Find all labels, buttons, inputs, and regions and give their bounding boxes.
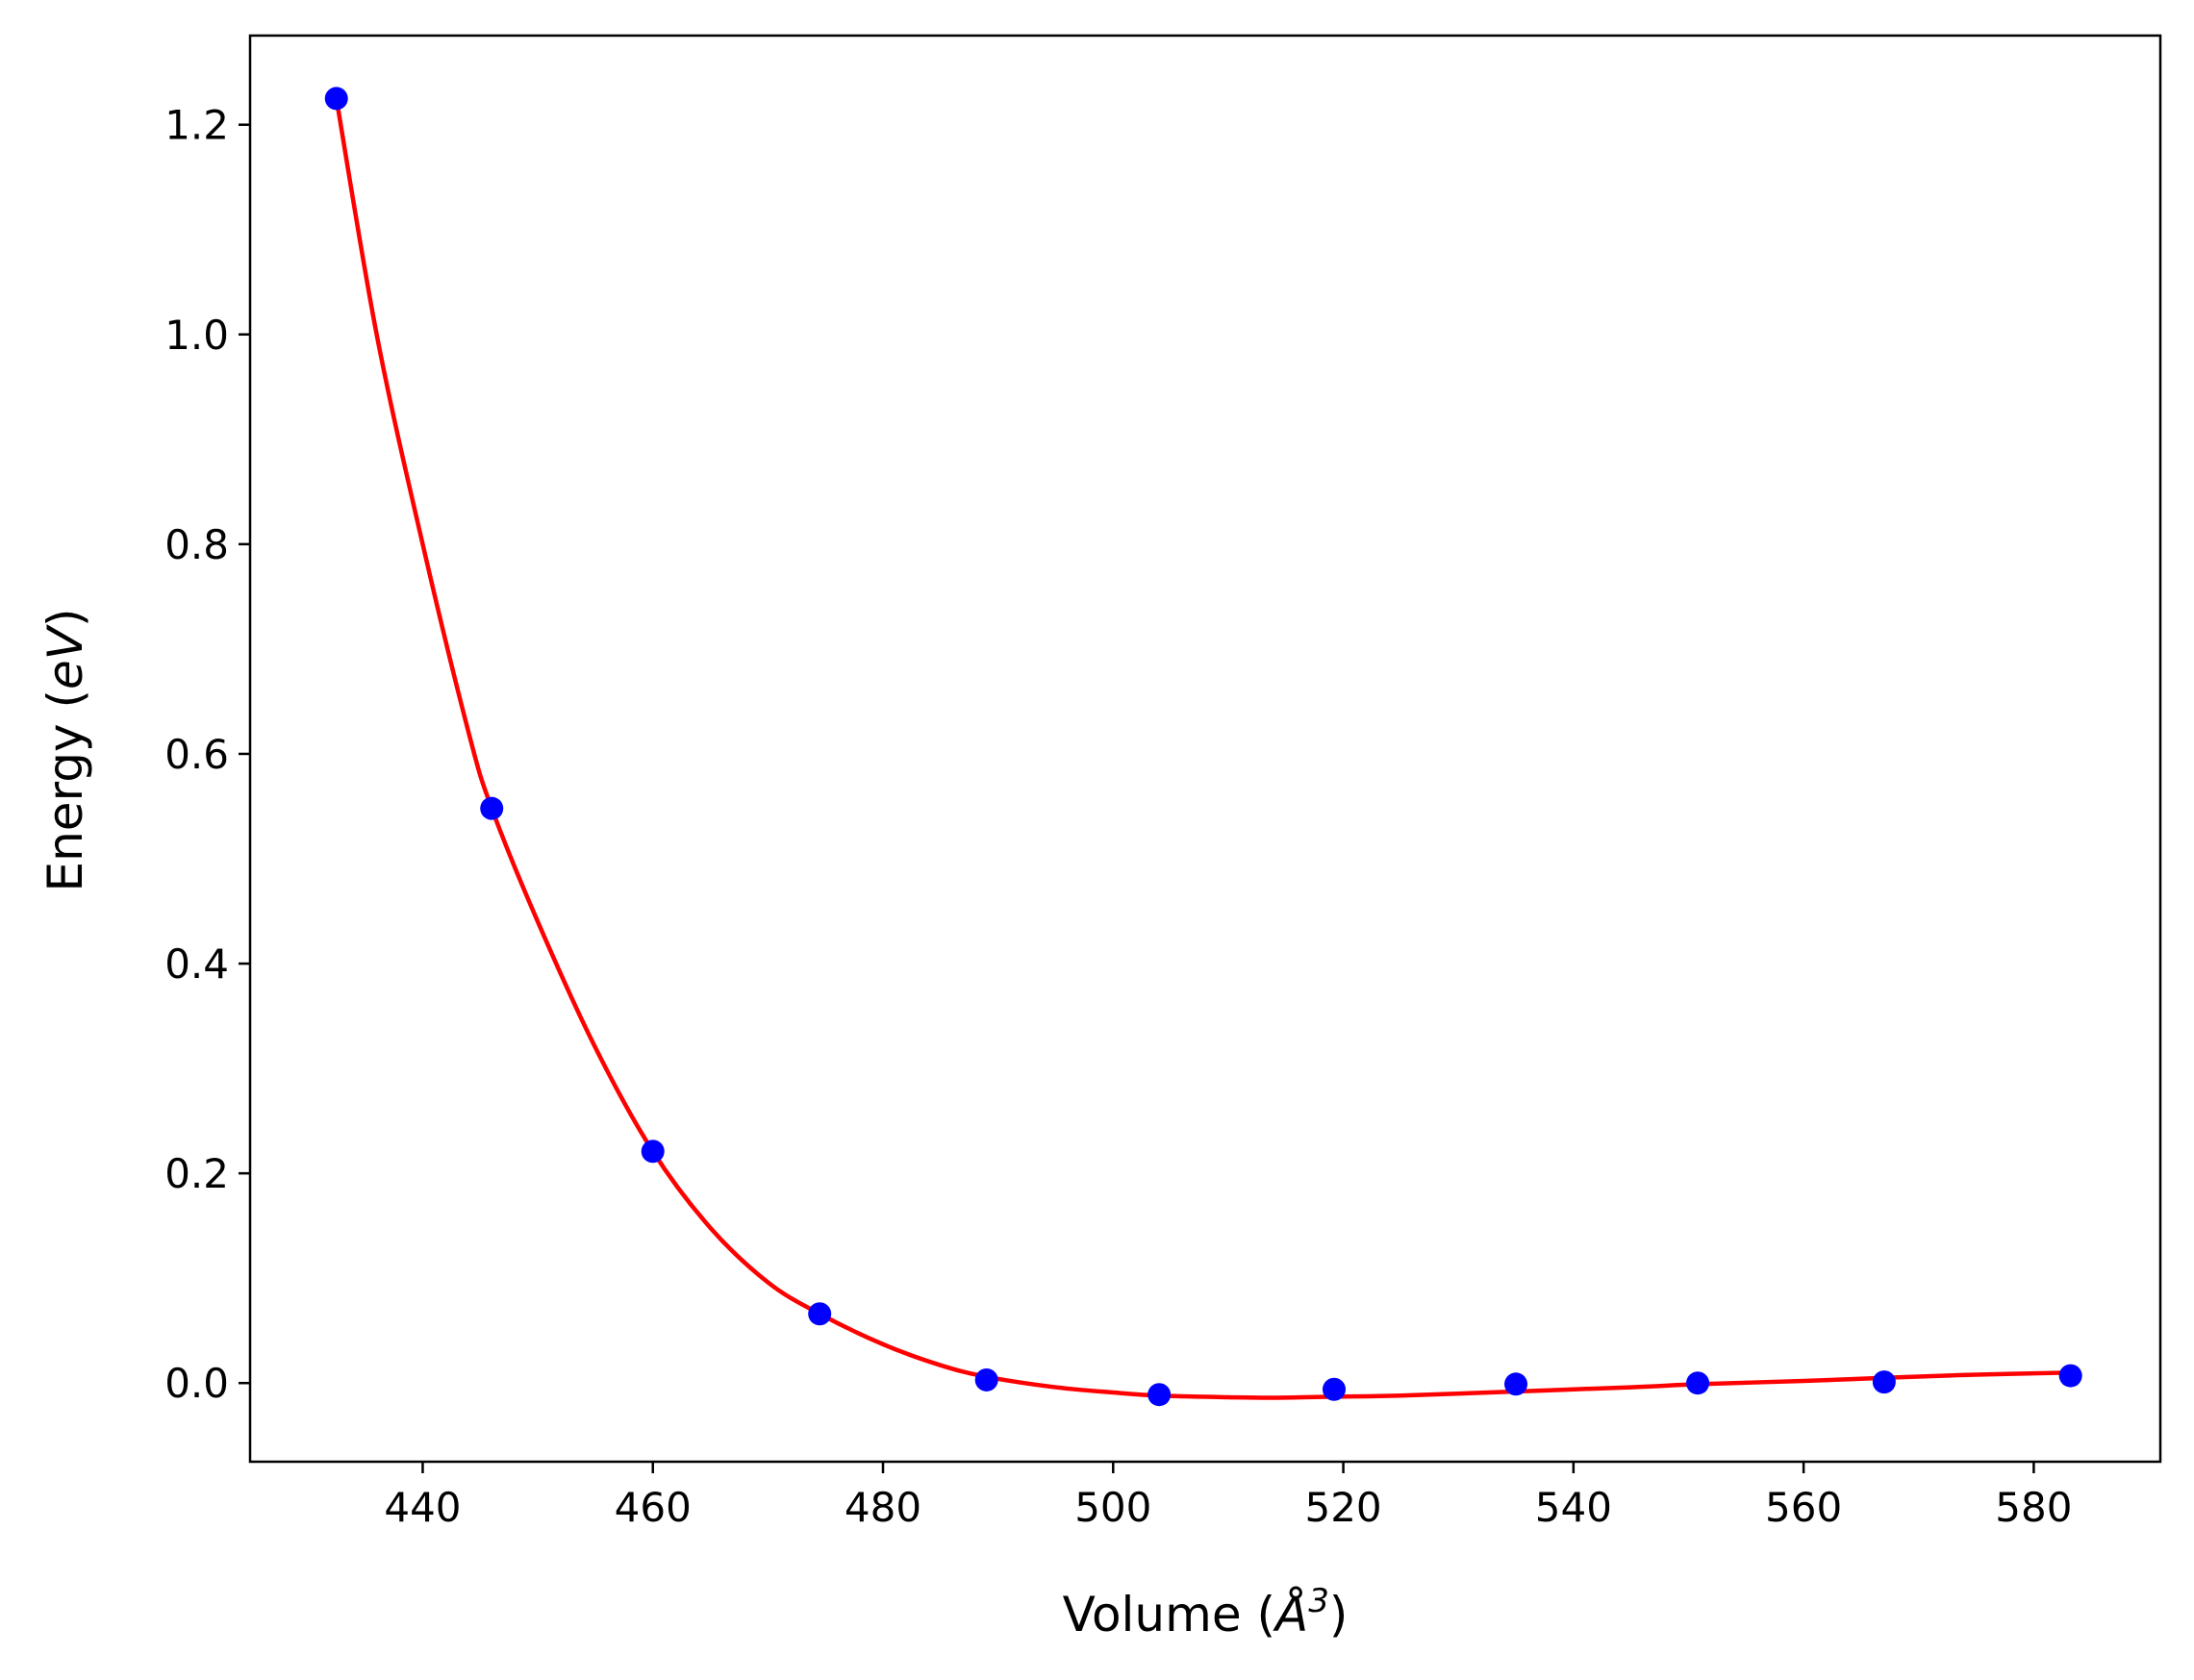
x-tick-label: 460 [615,1484,692,1531]
data-point [1872,1370,1896,1394]
axes-frame [248,34,2162,1464]
data-point [2058,1364,2082,1388]
data-point [324,87,348,111]
x-tick-label: 540 [1535,1484,1612,1531]
x-tick-label: 560 [1765,1484,1842,1531]
x-tick-label: 480 [845,1484,921,1531]
data-point [1322,1377,1346,1401]
y-tick-label: 0.8 [164,521,229,568]
data-points [324,87,2082,1407]
x-tick-label: 520 [1304,1484,1381,1531]
plot-area [324,87,2082,1407]
y-axis-title: Energy (eV) [38,609,93,892]
x-tick-label: 580 [1995,1484,2072,1531]
y-tick-label: 1.2 [164,102,229,149]
x-tick-label: 500 [1074,1484,1151,1531]
x-axis-title: Volume (Å3) [1063,1582,1349,1642]
data-point [641,1140,665,1164]
y-tick-label: 0.6 [164,731,229,778]
y-tick-label: 0.4 [164,940,229,988]
data-point [1504,1372,1528,1396]
y-tick-label: 1.0 [164,312,229,359]
data-point [1686,1371,1710,1395]
y-axis-ticks: 0.0 0.2 0.4 0.6 0.8 1.0 1.2 [164,102,250,1407]
data-point [480,796,504,820]
fit-curve-line [334,98,2071,1400]
x-tick-label: 440 [384,1484,461,1531]
x-axis-ticks: 440 460 480 500 520 540 560 580 [384,1462,2072,1531]
data-point [1147,1383,1172,1407]
y-tick-label: 0.0 [164,1360,229,1407]
data-point [974,1367,998,1392]
y-tick-label: 0.2 [164,1150,229,1197]
data-point [808,1302,832,1326]
